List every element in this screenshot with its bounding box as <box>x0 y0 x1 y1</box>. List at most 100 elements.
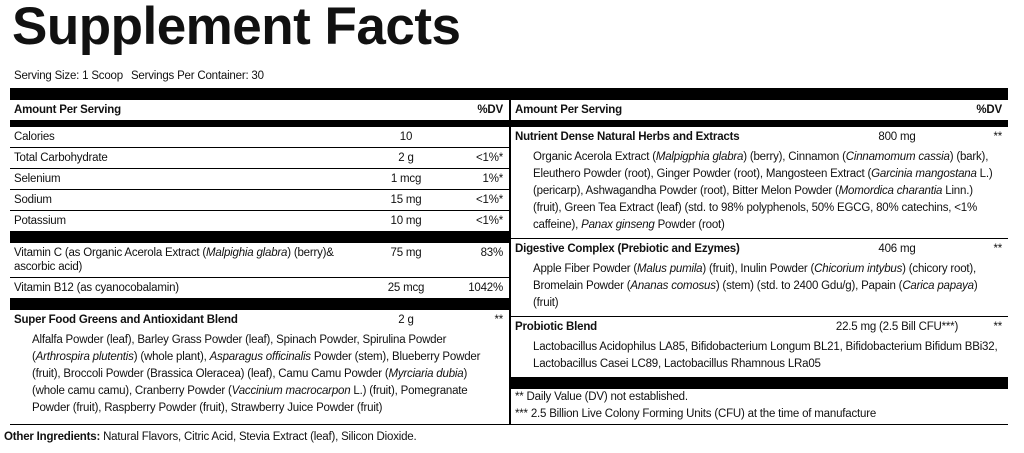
italic-text: Malpigphia glabra <box>655 151 744 163</box>
nutrient-name: Calories <box>14 130 361 144</box>
daily-value: 1%* <box>482 173 504 185</box>
nutrient-row: Vitamin C (as Organic Acerola Extract (M… <box>10 243 509 278</box>
text: ) (stem) (std. to 2400 Gdu/g), Papain ( <box>715 280 903 292</box>
text: Sodium <box>14 194 52 206</box>
nutrient-name: Selenium <box>14 172 361 186</box>
blend-name: Nutrient Dense Natural Herbs and Extract… <box>515 131 740 143</box>
divider-bar <box>10 88 1008 100</box>
blend-dv: ** <box>993 131 1002 143</box>
text: ) (bark), Eleuthero Powder (root), Ginge… <box>533 151 989 180</box>
text: Alfalfa Powder (leaf), Barley Grass Powd… <box>32 334 447 363</box>
facts-panel: Amount Per Serving %DV Calories 10 Total Car… <box>10 100 1008 425</box>
blend-row: Probiotic Blend 22.5 mg (2.5 Bill CFU***)… <box>511 317 1008 337</box>
daily-value: <1%* <box>475 215 503 227</box>
daily-value: 1042% <box>468 282 503 294</box>
nutrient-row: Calories 10 <box>10 127 509 148</box>
amount-header: Amount Per Serving <box>515 104 622 116</box>
italic-text: Asparagus officinalis <box>209 351 311 363</box>
italic-text: Vaccinium macrocarpon <box>231 385 351 397</box>
divider-bar <box>10 298 509 310</box>
blend-name: Probiotic Blend <box>515 321 597 333</box>
servings-per-container: Servings Per Container: 30 <box>130 70 264 82</box>
text: ) (fruit) <box>533 280 978 309</box>
blend-amount: 406 mg <box>878 243 916 255</box>
text: ) (whole plant), <box>133 351 210 363</box>
text: ) (whole camu camu), Cranberry Powder ( <box>32 368 468 397</box>
daily-value <box>451 130 503 144</box>
text: Vitamin B12 (as cyanocobalamin) <box>14 282 179 294</box>
blend-amount: 800 mg <box>878 131 916 143</box>
daily-value: <1%* <box>475 194 503 206</box>
nutrient-name: Potassium <box>14 214 361 228</box>
text: Linn.) (fruit), Green Tea Extract (leaf)… <box>533 185 978 231</box>
divider-bar <box>10 120 509 127</box>
other-ingredients: Other Ingredients: Natural Flavors, Citr… <box>4 431 417 443</box>
other-text: Natural Flavors, Citric Acid, Stevia Ext… <box>100 431 417 443</box>
blend-name: Super Food Greens and Antioxidant Blend <box>14 314 238 326</box>
italic-text: Chicorium intybus <box>814 263 903 275</box>
daily-value: 83% <box>480 247 504 259</box>
text: Organic Acerola Extract ( <box>533 151 656 163</box>
amount: 1 mcg <box>390 173 422 185</box>
dv-header: %DV <box>477 104 503 116</box>
other-label: Other Ingredients: <box>4 431 101 443</box>
dv-header: %DV <box>976 104 1002 116</box>
nutrient-name: Vitamin B12 (as cyanocobalamin) <box>14 281 361 295</box>
italic-text: Malus pumila <box>637 263 703 275</box>
italic-text: Garcinia mangostana <box>871 168 977 180</box>
blend-ingredients: Lactobacillus Acidophilus LA85, Bifidoba… <box>511 337 1008 377</box>
serving-size: Serving Size: 1 Scoop <box>14 70 123 82</box>
nutrient-row: Selenium 1 mcg 1%* <box>10 169 509 190</box>
nutrient-row: Potassium 10 mg <1%* <box>10 211 509 231</box>
text: Apple Fiber Powder ( <box>533 263 638 275</box>
text: Selenium <box>14 173 61 185</box>
column-header: Amount Per Serving %DV <box>10 100 509 120</box>
italic-text: Momordica charantia <box>838 185 943 197</box>
daily-value: <1%* <box>475 152 503 164</box>
blend-row: Digestive Complex (Prebiotic and Ezymes)… <box>511 239 1008 259</box>
amount-header: Amount Per Serving <box>14 104 121 116</box>
column-header: Amount Per Serving %DV <box>511 100 1008 120</box>
serving-info: Serving Size: 1 Scoop Servings Per Contai… <box>14 70 264 82</box>
blend-amount: 2 g <box>398 314 414 326</box>
text: Potassium <box>14 215 66 227</box>
italic-text: Arthrospira plutentis <box>35 351 134 363</box>
text: L.) (fruit), Pomegranate Powder (fruit),… <box>32 385 468 414</box>
blend-dv: ** <box>993 243 1002 255</box>
nutrient-name: Vitamin C (as Organic Acerola Extract (M… <box>14 246 361 274</box>
amount: 10 mg <box>390 215 422 227</box>
footnote: *** 2.5 Billion Live Colony Forming Unit… <box>515 408 877 420</box>
nutrient-name: Total Carbohydrate <box>14 151 361 165</box>
text: Powder (stem), Blueberry Powder (fruit),… <box>32 351 481 380</box>
blend-row: Nutrient Dense Natural Herbs and Extract… <box>511 127 1008 147</box>
title: Supplement Facts <box>12 0 461 56</box>
text: Calories <box>14 131 55 143</box>
text: ) (chicory root), Bromelain Powder ( <box>533 263 977 292</box>
amount: 25 mcg <box>387 282 425 294</box>
divider-bar <box>10 231 509 243</box>
nutrient-row: Vitamin B12 (as cyanocobalamin) 25 mcg 104… <box>10 278 509 298</box>
blend-dv: ** <box>993 321 1002 333</box>
blend-ingredients: Organic Acerola Extract (Malpigphia glab… <box>511 147 1008 239</box>
amount: 75 mg <box>390 247 422 259</box>
divider-bar <box>511 377 1008 389</box>
blend-row: Super Food Greens and Antioxidant Blend 2… <box>10 310 509 330</box>
left-column: Amount Per Serving %DV Calories 10 Total Car… <box>10 100 511 424</box>
blend-ingredients: Apple Fiber Powder (Malus pumila ) (fruit… <box>511 259 1008 317</box>
nutrient-row: Sodium 15 mg <1%* <box>10 190 509 211</box>
nutrient-name: Sodium <box>14 193 361 207</box>
amount: 2 g <box>398 152 414 164</box>
blend-dv: ** <box>494 314 503 326</box>
footnote: ** Daily Value (DV) not established. <box>515 391 688 403</box>
italic-text: Ananas comosus <box>630 280 716 292</box>
blend-amount: 22.5 mg (2.5 Bill CFU***) <box>835 321 959 333</box>
text: ) (berry)& ascorbic acid) <box>14 247 334 273</box>
italic-text: Myrciaria dubia <box>388 368 464 380</box>
text: ) (berry), Cinnamon ( <box>743 151 846 163</box>
italic-text: Cinnamomum cassia <box>845 151 950 163</box>
right-column: Amount Per Serving %DV Nutrient Dense Natu… <box>511 100 1008 424</box>
text: Lactobacillus Acidophilus LA85, Bifidoba… <box>533 341 998 370</box>
amount: 10 <box>399 131 413 143</box>
blend-name: Digestive Complex (Prebiotic and Ezymes) <box>515 243 740 255</box>
